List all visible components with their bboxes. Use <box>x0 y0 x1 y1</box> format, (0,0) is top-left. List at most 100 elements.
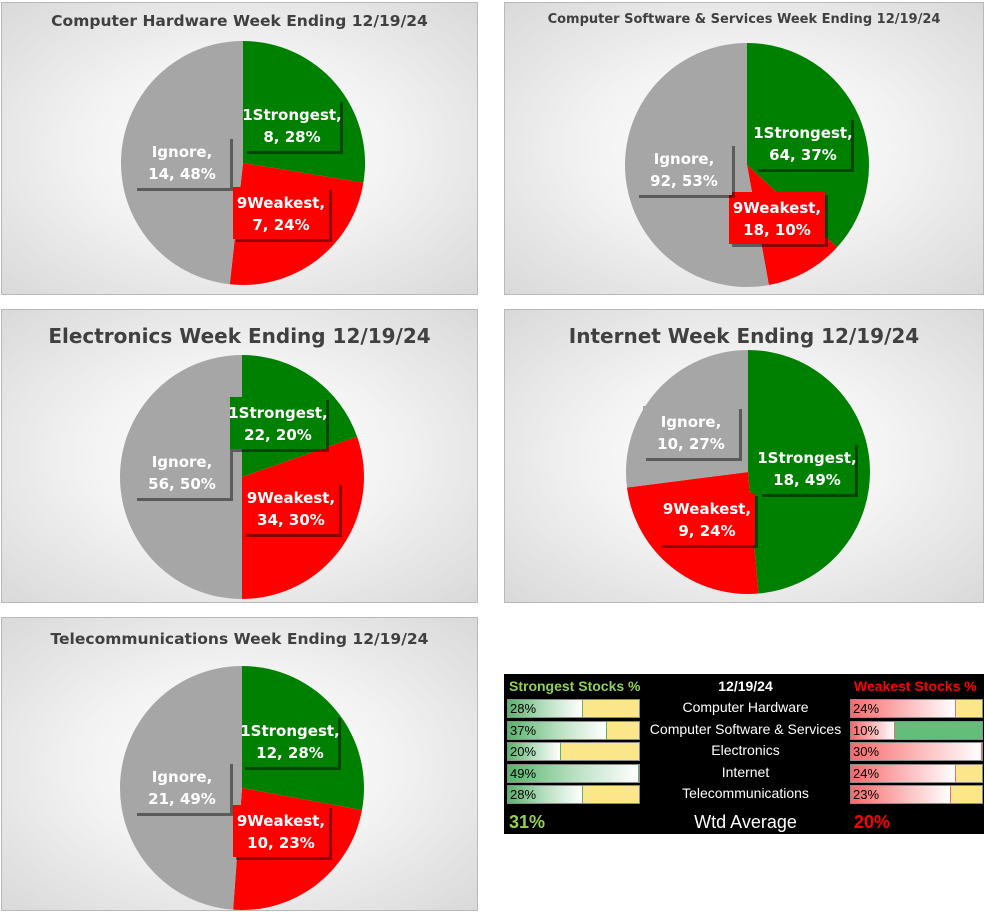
strongest-cell: 49% <box>507 763 640 783</box>
average-label: Wtd Average <box>694 812 797 832</box>
label-category: 9Weakest, <box>237 194 325 212</box>
label-category: Ignore, <box>661 413 722 431</box>
date-header: 12/19/24 <box>718 678 773 694</box>
strongest-bar <box>508 786 583 804</box>
weakest-cell: 30% <box>850 742 983 762</box>
data-label-weakest: 9Weakest, 7, 24% <box>233 187 332 242</box>
data-label-weakest: 9Weakest, 34, 30% <box>243 482 342 537</box>
strongest-value: 49% <box>510 765 537 781</box>
strongest-bar <box>508 764 639 782</box>
label-value: 34, 30% <box>257 511 325 529</box>
label-value: 22, 20% <box>244 426 312 444</box>
strongest-cell: 28% <box>507 699 640 718</box>
data-label-strongest: 1Strongest, 64, 37% <box>753 117 854 172</box>
data-label-weakest: 9Weakest, 18, 10% <box>729 192 828 247</box>
label-value: 18, 10% <box>743 221 811 239</box>
chart-title: Computer Hardware Week Ending 12/19/24 <box>51 12 428 30</box>
label-category: 1Strongest, <box>240 722 340 740</box>
pie-svg: 1Strongest, 22, 20% 9Weakest, 34, 30% Ignore… <box>120 355 364 599</box>
strongest-bar <box>508 700 583 717</box>
weakest-cell: 24% <box>850 763 983 783</box>
weakest-cell: 24% <box>850 699 983 718</box>
weakest-bar <box>851 721 895 739</box>
sector-name: Telecommunications <box>682 785 809 802</box>
data-label-ignore: Ignore, 14, 48% <box>134 136 233 191</box>
data-label-ignore: Ignore, 56, 50% <box>134 446 233 501</box>
strongest-value: 37% <box>510 722 537 738</box>
strongest-cell: 28% <box>507 785 640 805</box>
strongest-value: 28% <box>510 701 537 716</box>
weakest-bar <box>851 786 952 804</box>
chart-title: Internet Week Ending 12/19/24 <box>568 324 920 348</box>
table-row: 37% Computer Software & Services 10% <box>505 720 983 742</box>
strongest-cell: 20% <box>507 742 640 762</box>
label-category: 1Strongest, <box>228 404 328 422</box>
strongest-value: 28% <box>510 787 537 803</box>
label-category: 9Weakest, <box>247 489 335 507</box>
weakest-value: 23% <box>853 787 880 803</box>
label-value: 14, 48% <box>148 165 216 183</box>
data-label-strongest: 1Strongest, 22, 20% <box>228 397 329 452</box>
data-label-strongest: 1Strongest, 8, 28% <box>242 99 343 154</box>
weakest-header: Weakest Stocks % <box>854 678 977 694</box>
label-category: Ignore, <box>152 768 213 786</box>
label-category: 1Strongest, <box>753 124 853 142</box>
label-category: 1Strongest, <box>242 106 342 124</box>
pie-chart-telecommunications: 1Strongest, 12, 28% 9Weakest, 10, 23% Ignore… <box>1 617 478 911</box>
data-label-ignore: Ignore, 92, 53% <box>636 143 735 198</box>
pie-svg: 1Strongest, 12, 28% 9Weakest, 10, 23% Ignore… <box>120 666 364 910</box>
table-row: 28% Telecommunications 23% <box>505 784 983 806</box>
weakest-value: 10% <box>853 722 880 738</box>
data-label-ignore: Ignore, 21, 49% <box>134 761 233 816</box>
weakest-average: 20% <box>854 812 891 832</box>
table-row: 49% Internet 24% <box>505 763 983 785</box>
data-label-strongest: 1Strongest, 18, 49% <box>757 442 858 497</box>
label-category: 9Weakest, <box>663 500 751 518</box>
label-value: 10, 23% <box>247 834 315 852</box>
weakest-bar <box>851 700 956 717</box>
weakest-bar <box>851 764 956 782</box>
strongest-value: 20% <box>510 744 537 760</box>
weakest-value: 30% <box>853 744 880 760</box>
strongest-bar <box>508 721 607 739</box>
chart-title: Telecommunications Week Ending 12/19/24 <box>50 630 429 648</box>
weakest-value: 24% <box>853 701 880 716</box>
label-value: 8, 28% <box>263 128 320 146</box>
table-row: 28% Computer Hardware 24% <box>505 698 983 720</box>
data-label-weakest: 9Weakest, 10, 23% <box>233 805 332 860</box>
summary-table: Strongest Stocks % 12/19/24 Weakest Stoc… <box>504 674 984 834</box>
pie-svg: 1Strongest, 18, 49% 9Weakest, 9, 24% Ignore,… <box>626 350 870 594</box>
label-category: Ignore, <box>152 143 213 161</box>
label-category: 1Strongest, <box>757 449 857 467</box>
label-value: 18, 49% <box>773 471 841 489</box>
label-value: 64, 37% <box>769 146 837 164</box>
sector-name: Computer Software & Services <box>649 720 842 737</box>
weakest-bar <box>851 743 982 761</box>
pie-chart-computer-software: 1Strongest, 64, 37% 9Weakest, 18, 10% Ignore… <box>504 2 984 295</box>
label-value: 21, 49% <box>148 790 216 808</box>
strongest-cell: 37% <box>507 720 640 740</box>
data-label-ignore: Ignore, 10, 27% <box>643 406 742 461</box>
pie-chart-computer-hardware: 1Strongest, 8, 28% 9Weakest, 7, 24% Ignore, 1… <box>1 2 478 295</box>
data-label-weakest: 9Weakest, 9, 24% <box>659 493 758 548</box>
pie-chart-internet: 1Strongest, 18, 49% 9Weakest, 9, 24% Ignore,… <box>504 309 984 603</box>
data-label-strongest: 1Strongest, 12, 28% <box>240 715 341 770</box>
sector-name: Electronics <box>711 742 780 759</box>
label-category: Ignore, <box>152 453 213 471</box>
strongest-header: Strongest Stocks % <box>509 678 641 694</box>
label-value: 7, 24% <box>252 216 309 234</box>
weakest-value: 24% <box>853 765 880 781</box>
pie-svg: 1Strongest, 8, 28% 9Weakest, 7, 24% Ignore, 1… <box>121 41 365 285</box>
label-value: 92, 53% <box>650 172 718 190</box>
label-category: 9Weakest, <box>733 199 821 217</box>
label-category: 9Weakest, <box>237 812 325 830</box>
sector-name: Internet <box>721 763 770 780</box>
strongest-bar <box>508 743 562 761</box>
strongest-average: 31% <box>509 812 546 832</box>
chart-title: Computer Software & Services Week Ending… <box>547 12 941 27</box>
label-value: 9, 24% <box>678 522 735 540</box>
label-value: 10, 27% <box>657 435 725 453</box>
label-category: Ignore, <box>654 150 715 168</box>
weakest-cell: 23% <box>850 785 983 805</box>
chart-title: Electronics Week Ending 12/19/24 <box>48 324 431 348</box>
